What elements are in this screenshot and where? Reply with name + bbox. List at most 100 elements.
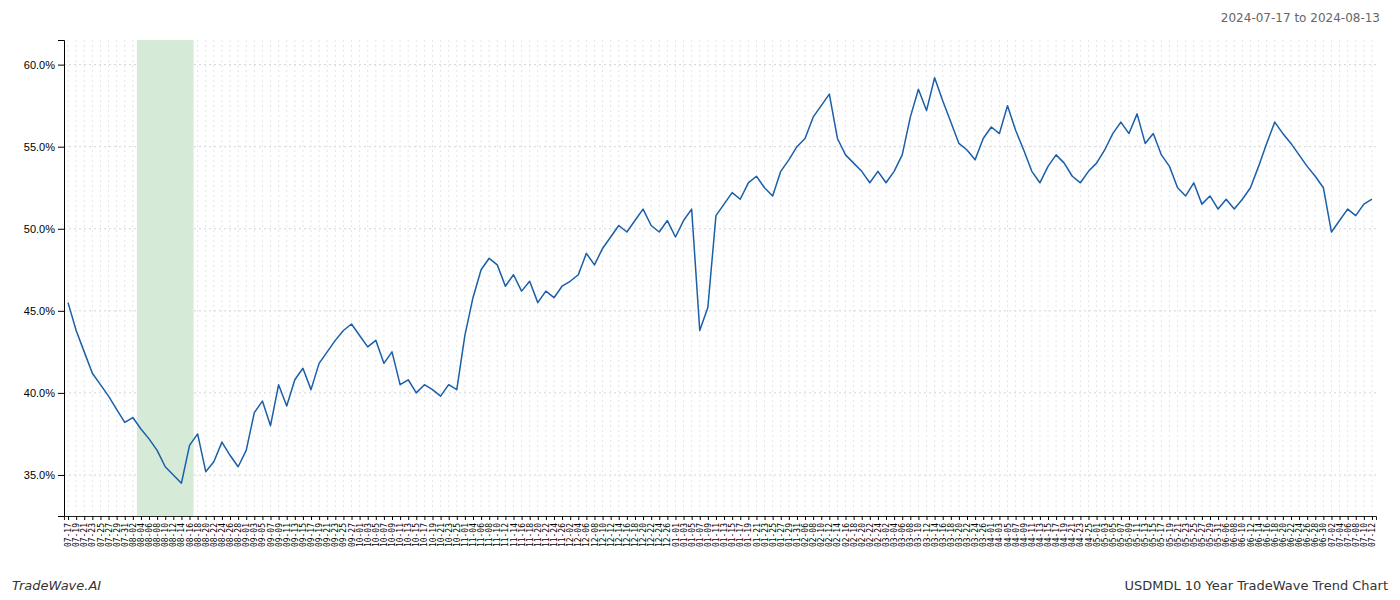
grid-line — [472, 40, 473, 516]
grid-line — [448, 40, 449, 516]
grid-line — [64, 228, 1376, 229]
grid-line — [254, 40, 255, 516]
grid-line — [1185, 40, 1186, 516]
grid-line — [1193, 40, 1194, 516]
grid — [64, 40, 1376, 516]
grid-line — [724, 40, 725, 516]
x-tick-mark — [684, 516, 685, 520]
grid-line — [481, 40, 482, 516]
x-tick-mark — [837, 516, 838, 520]
grid-line — [432, 40, 433, 516]
x-tick-mark — [238, 516, 239, 520]
x-tick-mark — [1080, 516, 1081, 520]
grid-line — [64, 474, 1376, 475]
x-tick-mark — [773, 516, 774, 520]
x-tick-mark — [360, 516, 361, 520]
grid-line — [813, 40, 814, 516]
x-tick-mark — [319, 516, 320, 520]
x-tick-mark — [1048, 516, 1049, 520]
x-tick-mark — [254, 516, 255, 520]
grid-line — [230, 40, 231, 516]
grid-line — [853, 40, 854, 516]
x-tick-mark — [190, 516, 191, 520]
x-tick-mark — [1267, 516, 1268, 520]
grid-line — [1274, 40, 1275, 516]
grid-line — [1371, 40, 1372, 516]
grid-line — [732, 40, 733, 516]
x-tick-mark — [1218, 516, 1219, 520]
x-tick-mark — [813, 516, 814, 520]
grid-line — [1355, 40, 1356, 516]
grid-line — [975, 40, 976, 516]
x-tick-mark — [1315, 516, 1316, 520]
x-tick-mark — [441, 516, 442, 520]
x-tick-mark — [651, 516, 652, 520]
grid-line — [76, 40, 77, 516]
chart: 07-1707-1907-2107-2307-2507-2707-2907-31… — [0, 0, 1400, 600]
grid-line — [400, 40, 401, 516]
x-tick-mark — [125, 516, 126, 520]
x-tick-mark — [449, 516, 450, 520]
grid-line — [64, 392, 1376, 393]
grid-line — [262, 40, 263, 516]
x-tick-mark — [959, 516, 960, 520]
x-tick-mark — [1323, 516, 1324, 520]
x-tick-mark — [935, 516, 936, 520]
x-tick-mark — [173, 516, 174, 520]
x-tick-mark — [271, 516, 272, 520]
x-tick-mark — [870, 516, 871, 520]
x-tick-mark — [918, 516, 919, 520]
grid-line — [926, 40, 927, 516]
x-tick-mark — [84, 516, 85, 520]
y-tick-mark — [58, 393, 64, 394]
x-tick-mark — [1016, 516, 1017, 520]
x-tick-mark — [522, 516, 523, 520]
x-tick-mark — [1372, 516, 1373, 520]
x-tick-mark — [1145, 516, 1146, 520]
grid-line — [464, 40, 465, 516]
grid-line — [967, 40, 968, 516]
footer-left: TradeWave.AI — [12, 578, 101, 593]
x-tick-mark — [894, 516, 895, 520]
grid-line — [521, 40, 522, 516]
grid-line — [934, 40, 935, 516]
y-tick: 45.0% — [24, 305, 64, 317]
x-tick-mark — [1178, 516, 1179, 520]
x-tick-mark — [554, 516, 555, 520]
grid-line — [319, 40, 320, 516]
grid-line — [740, 40, 741, 516]
x-tick-mark — [756, 516, 757, 520]
x-tick-mark — [206, 516, 207, 520]
grid-line — [1128, 40, 1129, 516]
x-tick-mark — [716, 516, 717, 520]
grid-line — [1331, 40, 1332, 516]
grid-line — [1023, 40, 1024, 516]
y-tick-label: 40.0% — [24, 387, 55, 399]
x-tick-mark — [141, 516, 142, 520]
x-tick-mark — [797, 516, 798, 520]
x-tick-mark — [1072, 516, 1073, 520]
grid-line — [286, 40, 287, 516]
grid-line — [1031, 40, 1032, 516]
x-tick-mark — [1299, 516, 1300, 520]
grid-line — [513, 40, 514, 516]
x-tick-mark — [165, 516, 166, 520]
grid-line — [877, 40, 878, 516]
grid-line — [1096, 40, 1097, 516]
grid-line — [1234, 40, 1235, 516]
grid-line — [659, 40, 660, 516]
x-tick-mark — [1340, 516, 1341, 520]
grid-line — [1299, 40, 1300, 516]
x-tick-mark — [667, 516, 668, 520]
y-tick-mark — [58, 311, 64, 312]
x-tick-mark — [1169, 516, 1170, 520]
y-axis: 35.0%40.0%45.0%50.0%55.0%60.0% — [24, 41, 65, 517]
grid-line — [991, 40, 992, 516]
x-axis: 07-1707-1907-2107-2307-2507-2707-2907-31… — [64, 516, 1377, 547]
grid-line — [594, 40, 595, 516]
x-tick-mark — [991, 516, 992, 520]
grid-line — [270, 40, 271, 516]
grid-line — [1161, 40, 1162, 516]
y-tick-label: 45.0% — [24, 305, 55, 317]
grid-line — [64, 146, 1376, 147]
